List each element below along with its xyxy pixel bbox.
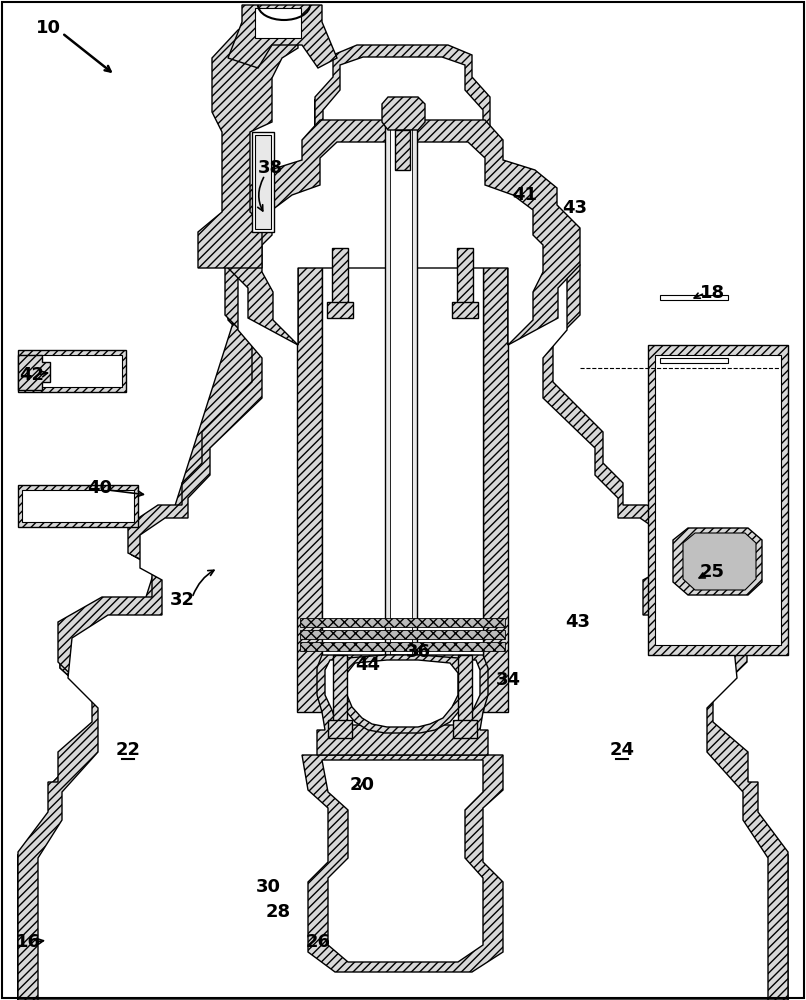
Text: 10: 10 — [35, 19, 60, 37]
Text: 41: 41 — [513, 186, 538, 204]
Text: 38: 38 — [257, 159, 283, 177]
Text: 25: 25 — [700, 563, 725, 581]
Polygon shape — [225, 120, 580, 345]
Polygon shape — [322, 760, 483, 962]
Polygon shape — [347, 660, 458, 727]
Polygon shape — [262, 142, 543, 345]
Text: 18: 18 — [700, 284, 725, 302]
Polygon shape — [300, 618, 505, 627]
Text: 34: 34 — [496, 671, 521, 689]
Text: 20: 20 — [350, 776, 375, 794]
Text: 26: 26 — [305, 933, 330, 951]
Polygon shape — [655, 355, 781, 645]
Text: 30: 30 — [256, 878, 280, 896]
Polygon shape — [325, 660, 480, 725]
Polygon shape — [18, 485, 138, 527]
Text: 32: 32 — [169, 591, 194, 609]
Polygon shape — [297, 242, 322, 712]
Text: 42: 42 — [19, 366, 44, 384]
Polygon shape — [452, 302, 478, 318]
Polygon shape — [673, 528, 762, 595]
Polygon shape — [483, 242, 508, 712]
Polygon shape — [228, 5, 337, 68]
Polygon shape — [332, 248, 348, 308]
Polygon shape — [18, 48, 402, 1000]
Text: 43: 43 — [563, 199, 588, 217]
Polygon shape — [648, 345, 788, 655]
Polygon shape — [18, 355, 50, 390]
Polygon shape — [742, 785, 788, 1000]
Polygon shape — [660, 358, 728, 363]
Polygon shape — [300, 642, 505, 651]
Polygon shape — [458, 655, 472, 735]
Polygon shape — [337, 655, 468, 733]
Text: 44: 44 — [355, 656, 380, 674]
Polygon shape — [385, 120, 417, 720]
Polygon shape — [252, 132, 274, 232]
Polygon shape — [255, 135, 271, 229]
Polygon shape — [660, 295, 728, 300]
Polygon shape — [302, 755, 503, 972]
Polygon shape — [333, 655, 347, 735]
Polygon shape — [328, 720, 352, 738]
Polygon shape — [327, 302, 353, 318]
Text: 22: 22 — [115, 741, 140, 759]
Polygon shape — [18, 785, 62, 1000]
Polygon shape — [198, 18, 298, 268]
Polygon shape — [453, 720, 477, 738]
Polygon shape — [22, 490, 134, 522]
Text: 36: 36 — [405, 643, 430, 661]
Polygon shape — [18, 46, 402, 1000]
Polygon shape — [38, 57, 768, 1000]
Text: 16: 16 — [15, 933, 40, 951]
Polygon shape — [322, 242, 483, 712]
Text: 43: 43 — [566, 613, 591, 631]
Polygon shape — [18, 45, 788, 1000]
Polygon shape — [390, 120, 412, 720]
Polygon shape — [317, 655, 488, 755]
Polygon shape — [255, 8, 301, 38]
Text: 40: 40 — [88, 479, 113, 497]
Polygon shape — [457, 248, 473, 308]
Polygon shape — [683, 533, 756, 590]
Text: 28: 28 — [265, 903, 290, 921]
Polygon shape — [300, 630, 505, 639]
Polygon shape — [18, 350, 126, 392]
Polygon shape — [395, 130, 410, 170]
Text: 24: 24 — [609, 741, 634, 759]
Polygon shape — [22, 355, 122, 387]
Polygon shape — [382, 97, 425, 130]
